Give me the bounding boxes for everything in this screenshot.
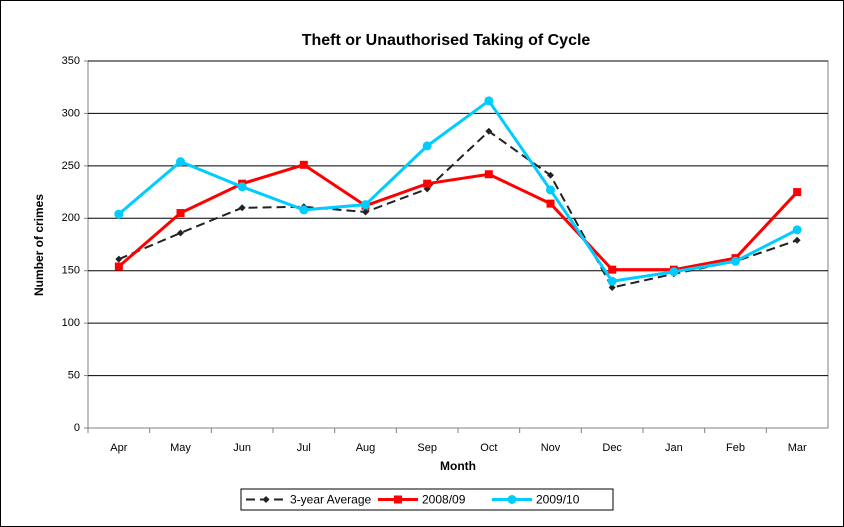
point (238, 204, 246, 212)
point (299, 205, 309, 215)
x-tick-label: Nov (541, 442, 561, 454)
chart-title: Theft or Unauthorised Taking of Cycle (302, 32, 591, 49)
point (484, 96, 494, 106)
x-tick-label: Jun (233, 442, 251, 454)
x-tick-label: Dec (602, 442, 622, 454)
point (176, 157, 185, 167)
point (423, 179, 432, 188)
y-axis-label: Number of crimes (32, 194, 46, 296)
x-tick-label: Mar (788, 442, 807, 454)
point (361, 200, 370, 210)
point (669, 267, 679, 277)
point (177, 229, 184, 237)
legend-marker (507, 495, 517, 504)
point (547, 171, 554, 179)
series-line (118, 129, 798, 289)
y-tick-label: 200 (62, 212, 80, 224)
point (793, 236, 801, 244)
point (114, 209, 124, 219)
x-tick-label: Jul (297, 442, 311, 454)
point (731, 256, 740, 266)
point (115, 255, 123, 263)
legend-marker (394, 495, 402, 504)
point (793, 188, 802, 197)
legend-marker (262, 496, 270, 503)
y-tick-label: 0 (74, 422, 80, 434)
point (237, 182, 247, 192)
point (546, 185, 555, 195)
point (546, 199, 555, 208)
point (607, 276, 617, 286)
legend (240, 488, 614, 511)
series-line (117, 163, 799, 272)
y-tick-label: 150 (62, 265, 80, 277)
legend-label: 3-year Average (290, 493, 371, 507)
x-tick-label: Oct (480, 442, 497, 454)
x-tick-label: Feb (726, 442, 745, 454)
point (176, 209, 185, 218)
x-tick-label: Sep (417, 442, 437, 454)
y-tick-label: 350 (62, 55, 80, 67)
point (608, 265, 617, 274)
x-axis-label: Month (440, 459, 476, 473)
x-tick-label: Aug (356, 442, 376, 454)
point (422, 141, 432, 151)
point (792, 225, 802, 235)
series-line (117, 98, 798, 283)
y-tick-label: 300 (62, 107, 80, 119)
point (608, 283, 616, 291)
point (299, 160, 308, 169)
x-tick-label: May (170, 442, 191, 454)
x-tick-label: Apr (110, 442, 127, 454)
y-tick-label: 50 (68, 369, 80, 381)
point (484, 170, 493, 179)
x-tick-label: Jan (665, 442, 683, 454)
y-tick-label: 250 (62, 160, 80, 172)
point (485, 127, 493, 135)
point (362, 208, 369, 216)
point (114, 262, 123, 271)
y-tick-label: 100 (62, 317, 80, 329)
legend-label: 2008/09 (422, 493, 466, 507)
legend-label: 2009/10 (536, 493, 580, 507)
